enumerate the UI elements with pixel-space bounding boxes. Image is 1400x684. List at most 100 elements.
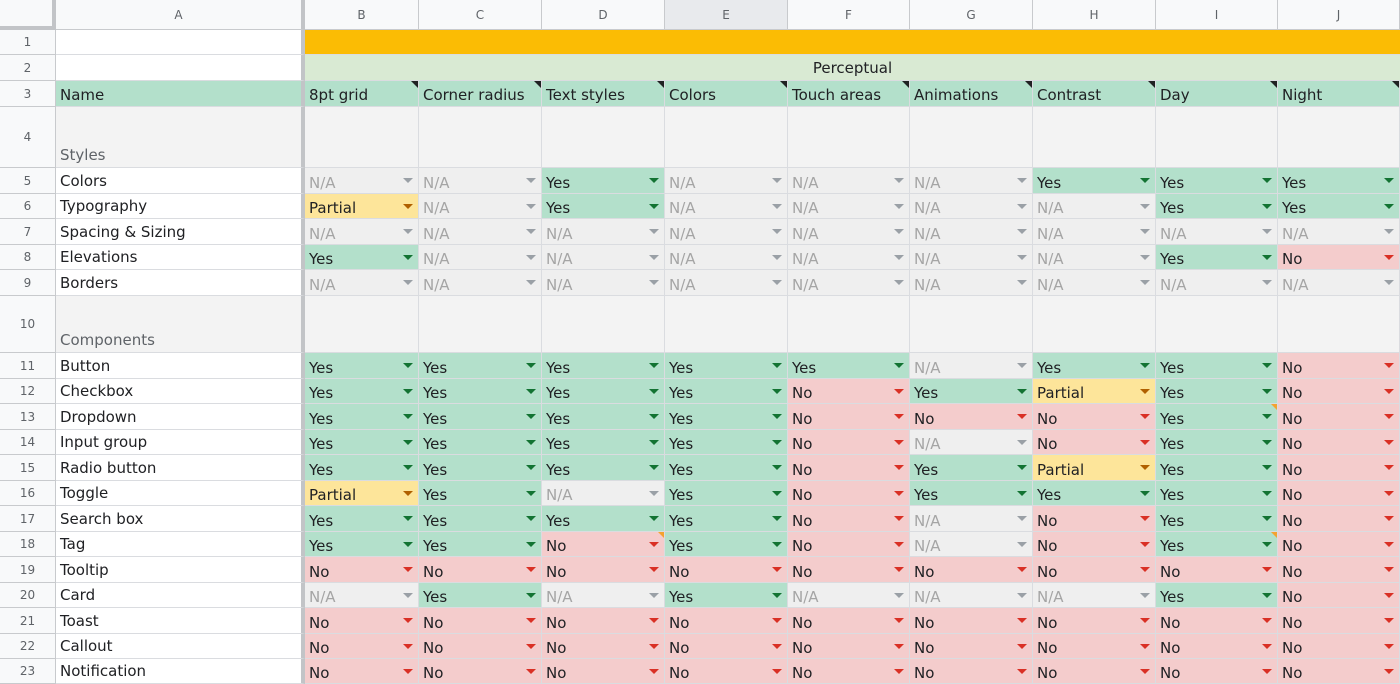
status-dropdown[interactable]: N/A	[419, 219, 542, 245]
dropdown-arrow-icon[interactable]	[1140, 669, 1150, 674]
dropdown-arrow-icon[interactable]	[403, 618, 413, 623]
status-dropdown[interactable]: Yes	[910, 481, 1033, 506]
dropdown-arrow-icon[interactable]	[772, 516, 782, 521]
dropdown-arrow-icon[interactable]	[894, 178, 904, 183]
status-dropdown[interactable]: Yes	[1156, 245, 1278, 270]
status-dropdown[interactable]: Yes	[305, 379, 419, 404]
dropdown-arrow-icon[interactable]	[772, 542, 782, 547]
status-dropdown[interactable]: N/A	[1156, 219, 1278, 245]
status-dropdown[interactable]: Yes	[419, 430, 542, 455]
status-dropdown[interactable]: Yes	[419, 379, 542, 404]
status-dropdown[interactable]: No	[419, 608, 542, 634]
status-dropdown[interactable]: No	[665, 634, 788, 659]
status-dropdown[interactable]: No	[1278, 583, 1400, 608]
status-dropdown[interactable]: Yes	[1156, 481, 1278, 506]
status-dropdown[interactable]: N/A	[305, 270, 419, 296]
status-dropdown[interactable]: N/A	[910, 506, 1033, 532]
status-dropdown[interactable]: Partial	[305, 194, 419, 219]
dropdown-arrow-icon[interactable]	[1017, 644, 1027, 649]
status-dropdown[interactable]: No	[419, 557, 542, 583]
dropdown-arrow-icon[interactable]	[526, 389, 536, 394]
dropdown-arrow-icon[interactable]	[649, 363, 659, 368]
dropdown-arrow-icon[interactable]	[1262, 593, 1272, 598]
dropdown-arrow-icon[interactable]	[1017, 440, 1027, 445]
blank-cell[interactable]	[910, 296, 1033, 353]
dropdown-arrow-icon[interactable]	[403, 389, 413, 394]
status-dropdown[interactable]: N/A	[910, 532, 1033, 557]
status-dropdown[interactable]: No	[1033, 532, 1156, 557]
dropdown-arrow-icon[interactable]	[526, 542, 536, 547]
blank-cell[interactable]	[1278, 296, 1400, 353]
dropdown-arrow-icon[interactable]	[772, 593, 782, 598]
blank-cell[interactable]	[1156, 107, 1278, 168]
dropdown-arrow-icon[interactable]	[894, 363, 904, 368]
dropdown-arrow-icon[interactable]	[894, 229, 904, 234]
dropdown-arrow-icon[interactable]	[526, 491, 536, 496]
dropdown-arrow-icon[interactable]	[1017, 363, 1027, 368]
status-dropdown[interactable]: No	[788, 481, 910, 506]
status-dropdown[interactable]: No	[542, 608, 665, 634]
dropdown-arrow-icon[interactable]	[649, 389, 659, 394]
dropdown-arrow-icon[interactable]	[1140, 491, 1150, 496]
dropdown-arrow-icon[interactable]	[649, 669, 659, 674]
status-dropdown[interactable]: N/A	[1033, 583, 1156, 608]
row-header-21[interactable]: 21	[0, 608, 56, 634]
status-dropdown[interactable]: N/A	[1156, 270, 1278, 296]
header-colors[interactable]: Colors	[665, 81, 788, 107]
blank-cell[interactable]	[419, 296, 542, 353]
status-dropdown[interactable]: N/A	[542, 219, 665, 245]
status-dropdown[interactable]: No	[1278, 557, 1400, 583]
row-header-14[interactable]: 14	[0, 430, 56, 455]
dropdown-arrow-icon[interactable]	[772, 178, 782, 183]
row-header-13[interactable]: 13	[0, 404, 56, 430]
column-header-c[interactable]: C	[419, 0, 542, 30]
status-dropdown[interactable]: No	[1033, 404, 1156, 430]
status-dropdown[interactable]: Yes	[665, 455, 788, 481]
row-name-typography[interactable]: Typography	[56, 194, 305, 219]
status-dropdown[interactable]: Yes	[419, 455, 542, 481]
blank-cell[interactable]	[1033, 296, 1156, 353]
status-dropdown[interactable]: Yes	[1156, 455, 1278, 481]
status-dropdown[interactable]: N/A	[788, 583, 910, 608]
dropdown-arrow-icon[interactable]	[772, 414, 782, 419]
dropdown-arrow-icon[interactable]	[1017, 491, 1027, 496]
dropdown-arrow-icon[interactable]	[1384, 414, 1394, 419]
status-dropdown[interactable]: Yes	[1156, 404, 1278, 430]
dropdown-arrow-icon[interactable]	[526, 363, 536, 368]
dropdown-arrow-icon[interactable]	[1140, 516, 1150, 521]
status-dropdown[interactable]: N/A	[665, 245, 788, 270]
dropdown-arrow-icon[interactable]	[649, 542, 659, 547]
status-dropdown[interactable]: Yes	[419, 583, 542, 608]
dropdown-arrow-icon[interactable]	[526, 229, 536, 234]
dropdown-arrow-icon[interactable]	[1140, 644, 1150, 649]
dropdown-arrow-icon[interactable]	[894, 204, 904, 209]
column-header-i[interactable]: I	[1156, 0, 1278, 30]
row-name-button[interactable]: Button	[56, 353, 305, 379]
column-header-e[interactable]: E	[665, 0, 788, 30]
dropdown-arrow-icon[interactable]	[1140, 593, 1150, 598]
header-corner-radius[interactable]: Corner radius	[419, 81, 542, 107]
dropdown-arrow-icon[interactable]	[526, 440, 536, 445]
column-header-d[interactable]: D	[542, 0, 665, 30]
status-dropdown[interactable]: Yes	[1278, 194, 1400, 219]
status-dropdown[interactable]: N/A	[1278, 219, 1400, 245]
dropdown-arrow-icon[interactable]	[894, 542, 904, 547]
status-dropdown[interactable]: No	[1278, 245, 1400, 270]
section-components[interactable]: Components	[56, 296, 305, 353]
status-dropdown[interactable]: Yes	[1156, 506, 1278, 532]
header-contrast[interactable]: Contrast	[1033, 81, 1156, 107]
dropdown-arrow-icon[interactable]	[1262, 542, 1272, 547]
dropdown-arrow-icon[interactable]	[772, 389, 782, 394]
dropdown-arrow-icon[interactable]	[1262, 178, 1272, 183]
dropdown-arrow-icon[interactable]	[1384, 204, 1394, 209]
blank-cell[interactable]	[305, 296, 419, 353]
dropdown-arrow-icon[interactable]	[1262, 280, 1272, 285]
status-dropdown[interactable]: No	[1156, 557, 1278, 583]
status-dropdown[interactable]: No	[1278, 353, 1400, 379]
status-dropdown[interactable]: N/A	[788, 245, 910, 270]
status-dropdown[interactable]: N/A	[542, 481, 665, 506]
dropdown-arrow-icon[interactable]	[1262, 229, 1272, 234]
dropdown-arrow-icon[interactable]	[772, 204, 782, 209]
dropdown-arrow-icon[interactable]	[649, 644, 659, 649]
status-dropdown[interactable]: N/A	[910, 583, 1033, 608]
